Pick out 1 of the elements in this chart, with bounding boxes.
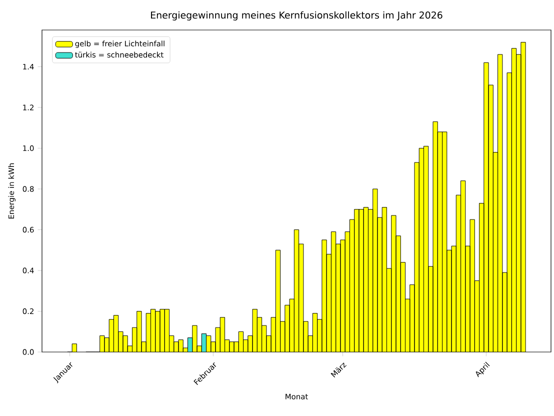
chart-title: Energiegewinnung meines Kernfusionskollektors im Jahr 2026: [151, 11, 442, 20]
